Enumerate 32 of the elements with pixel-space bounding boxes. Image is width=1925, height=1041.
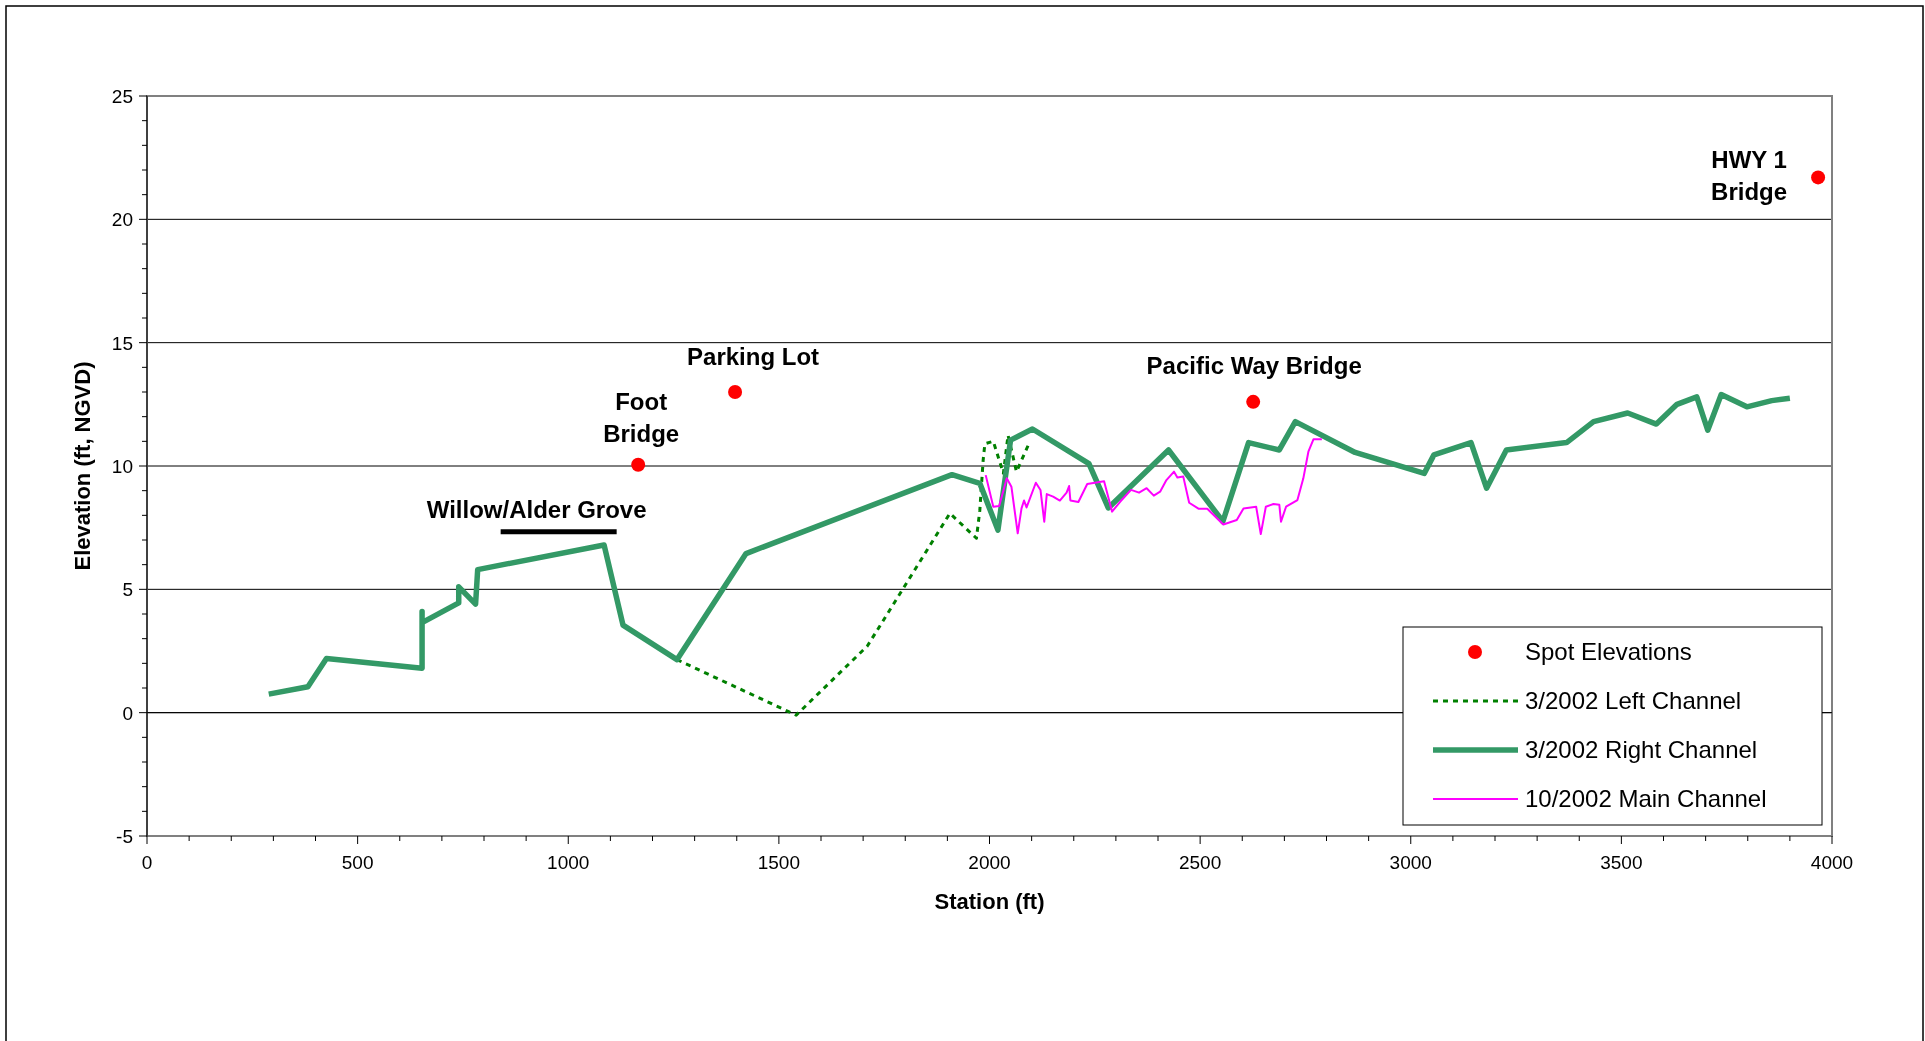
y-tick-label: -5 — [116, 826, 133, 847]
point — [1811, 170, 1826, 185]
legend-label: 10/2002 Main Channel — [1525, 785, 1767, 812]
annotation: Willow/Alder Grove — [426, 495, 647, 523]
y-tick-label: 5 — [122, 579, 133, 601]
x-tick-label: 4000 — [1810, 852, 1854, 873]
x-tick-label: 2500 — [1178, 852, 1222, 873]
annotation: Parking Lot — [687, 343, 820, 370]
legend-label: Spot Elevations — [1525, 638, 1692, 665]
y-axis-title: Elevation (ft, NGVD) — [70, 361, 95, 571]
line-series — [984, 438, 1323, 536]
x-axis-title: Station (ft) — [934, 889, 1045, 914]
x-tick-label: 500 — [341, 852, 374, 873]
point — [728, 385, 743, 399]
point — [1246, 394, 1261, 409]
point — [631, 457, 646, 472]
x-tick-label: 1500 — [757, 852, 801, 873]
x-tick-label: 2000 — [968, 852, 1011, 873]
legend-label: 3/2002 Left Channel — [1525, 687, 1742, 714]
y-tick-label: 20 — [111, 209, 133, 231]
x-tick-label: 0 — [141, 852, 153, 873]
y-tick-label: 10 — [111, 456, 133, 477]
x-tick-label: 3500 — [1600, 852, 1643, 873]
y-tick-label: 0 — [122, 702, 133, 724]
annotation: Pacific Way Bridge — [1146, 351, 1362, 379]
y-tick-label: 25 — [111, 86, 133, 107]
legend-label: 3/2002 Right Channel — [1525, 736, 1758, 763]
x-tick-label: 1000 — [547, 852, 590, 873]
y-tick-label: 15 — [111, 332, 133, 354]
annotation: HWY 1 Bridge — [1711, 146, 1788, 206]
annotation: Foot Bridge — [603, 387, 680, 447]
x-tick-label: 3000 — [1389, 852, 1432, 873]
